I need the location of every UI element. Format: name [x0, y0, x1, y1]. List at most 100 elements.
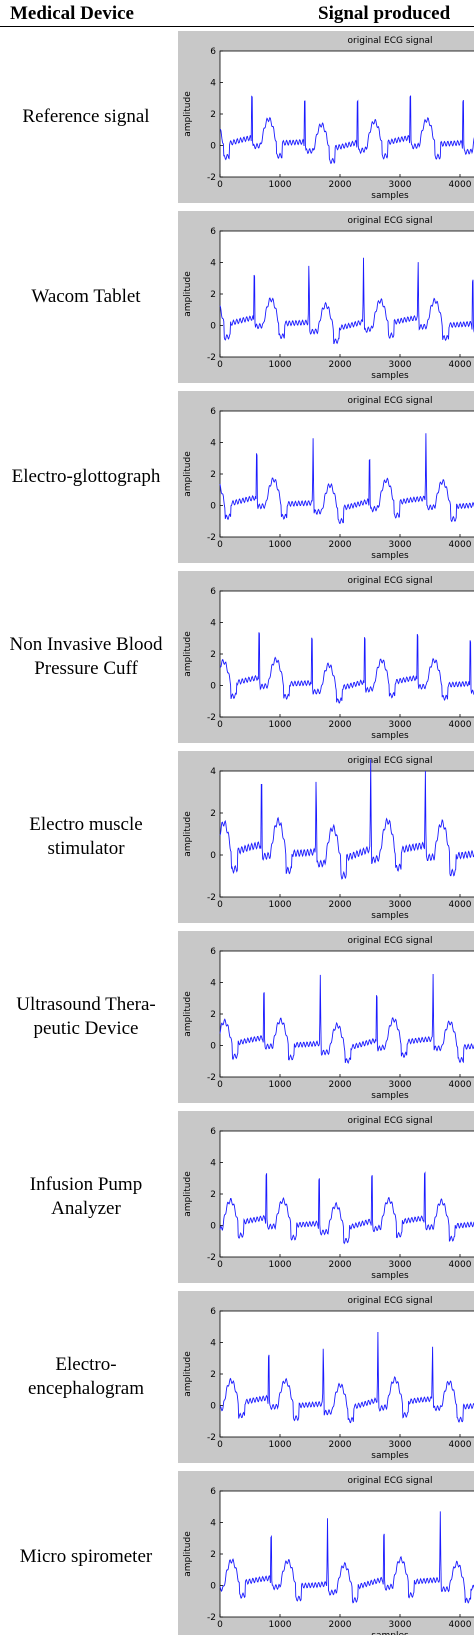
y-tick-label: -2: [207, 1433, 216, 1443]
axes-area: [219, 770, 474, 898]
x-tick-label: 0: [217, 1440, 223, 1450]
y-tick-label: 6: [210, 407, 216, 417]
plot-title: original ECG signal: [348, 576, 433, 586]
device-name: Ultrasound Thera-peutic Device: [0, 927, 172, 1107]
x-tick-label: 4000: [449, 900, 472, 910]
x-tick-label: 0: [217, 1620, 223, 1630]
x-tick-label: 3000: [389, 540, 412, 550]
ecg-trace: [219, 1171, 474, 1245]
y-axis-label: amplitude: [183, 991, 193, 1037]
y-tick-label: 6: [210, 947, 216, 957]
header-device: Medical Device: [10, 3, 134, 24]
x-axis-label: samples: [371, 1451, 409, 1461]
plot-title: original ECG signal: [348, 396, 433, 406]
device-label: Reference signal: [22, 106, 150, 127]
y-axis-label: amplitude: [183, 1351, 193, 1397]
y-tick-label: -2: [207, 893, 216, 903]
x-tick-label: 4000: [449, 180, 472, 190]
y-tick-label: 6: [210, 47, 216, 57]
axes-area: [219, 1490, 474, 1618]
plot-title: original ECG signal: [348, 1476, 433, 1486]
x-tick-label: 1000: [269, 1260, 292, 1270]
signal-plot: original ECG signal samples amplitude 0 1000…: [178, 931, 474, 1103]
header-signal: Signal produced: [318, 3, 451, 24]
y-tick-label: 4: [210, 439, 216, 449]
x-tick-label: 0: [217, 720, 223, 730]
y-tick-label: 2: [210, 1190, 216, 1200]
device-name: Electro-glottograph: [0, 387, 172, 567]
plot-title: original ECG signal: [348, 756, 433, 766]
y-tick-label: -2: [207, 713, 216, 723]
plot-title: original ECG signal: [348, 36, 433, 46]
y-tick-label: 2: [210, 1370, 216, 1380]
y-tick-label: 0: [210, 142, 216, 152]
x-tick-label: 2000: [329, 1620, 352, 1630]
x-tick-label: 2000: [329, 180, 352, 190]
x-axis-label: samples: [371, 911, 409, 921]
signal-plot: original ECG signal samples amplitude 0 1000…: [178, 391, 474, 563]
signal-plot: original ECG signal samples amplitude 0 1000…: [178, 31, 474, 203]
y-tick-label: 6: [210, 587, 216, 597]
y-axis-label: amplitude: [183, 811, 193, 857]
y-tick-label: 0: [210, 682, 216, 692]
plot-title: original ECG signal: [348, 216, 433, 226]
signal-plot: original ECG signal samples amplitude 0 1000…: [178, 1111, 474, 1283]
x-tick-label: 2000: [329, 540, 352, 550]
y-tick-label: 2: [210, 1010, 216, 1020]
ecg-trace: [219, 1331, 474, 1424]
device-name: Micro spirometer: [0, 1467, 172, 1635]
x-tick-label: 2000: [329, 1080, 352, 1090]
x-tick-label: 1000: [269, 360, 292, 370]
y-tick-label: 4: [210, 619, 216, 629]
device-label: Micro spirometer: [19, 1546, 153, 1567]
y-axis-label: amplitude: [183, 1531, 193, 1577]
x-tick-label: 1000: [269, 900, 292, 910]
header-rule: [0, 26, 474, 27]
x-tick-label: 3000: [389, 720, 412, 730]
x-tick-label: 3000: [389, 180, 412, 190]
y-tick-label: -2: [207, 1073, 216, 1083]
signal-plot: original ECG signal samples amplitude 0 1000…: [178, 751, 474, 923]
device-label: Wacom Tablet: [31, 286, 141, 307]
x-tick-label: 4000: [449, 1080, 472, 1090]
x-tick-label: 3000: [389, 360, 412, 370]
device-label: Infusion Pump Analyzer: [29, 1174, 143, 1219]
x-tick-label: 4000: [449, 540, 472, 550]
y-tick-label: 4: [210, 1339, 216, 1349]
device-label: Ultrasound Thera-peutic Device: [16, 994, 156, 1039]
y-tick-label: 2: [210, 650, 216, 660]
signal-plot: original ECG signal samples amplitude 0 1000…: [178, 1471, 474, 1635]
x-tick-label: 1000: [269, 720, 292, 730]
y-tick-label: 4: [210, 1519, 216, 1529]
x-tick-label: 3000: [389, 1620, 412, 1630]
y-axis-label: amplitude: [183, 451, 193, 497]
x-tick-label: 2000: [329, 900, 352, 910]
y-axis-label: amplitude: [183, 271, 193, 317]
y-tick-label: 0: [210, 322, 216, 332]
x-tick-label: 1000: [269, 1440, 292, 1450]
y-tick-label: 4: [210, 767, 216, 777]
axes-area: [219, 230, 474, 358]
device-label: Electro muscle stimulator: [29, 814, 143, 859]
plot-title: original ECG signal: [348, 936, 433, 946]
device-name: Electro-encephalogram: [0, 1287, 172, 1467]
y-tick-label: 2: [210, 110, 216, 120]
y-tick-label: 0: [210, 1582, 216, 1592]
y-axis-label: amplitude: [183, 631, 193, 677]
y-tick-label: 0: [210, 1042, 216, 1052]
x-tick-label: 0: [217, 360, 223, 370]
axes-area: [219, 410, 474, 538]
x-tick-label: 2000: [329, 1440, 352, 1450]
y-tick-label: 2: [210, 470, 216, 480]
device-label: Electro-encephalogram: [27, 1354, 145, 1399]
signal-plot: original ECG signal samples amplitude 0 1000…: [178, 571, 474, 743]
axes-area: [219, 1310, 474, 1438]
y-tick-label: 2: [210, 809, 216, 819]
y-tick-label: 0: [210, 502, 216, 512]
y-tick-label: 4: [210, 259, 216, 269]
x-tick-label: 3000: [389, 1440, 412, 1450]
ecg-trace: [219, 973, 474, 1065]
ecg-trace: [219, 433, 474, 525]
x-tick-label: 4000: [449, 1620, 472, 1630]
